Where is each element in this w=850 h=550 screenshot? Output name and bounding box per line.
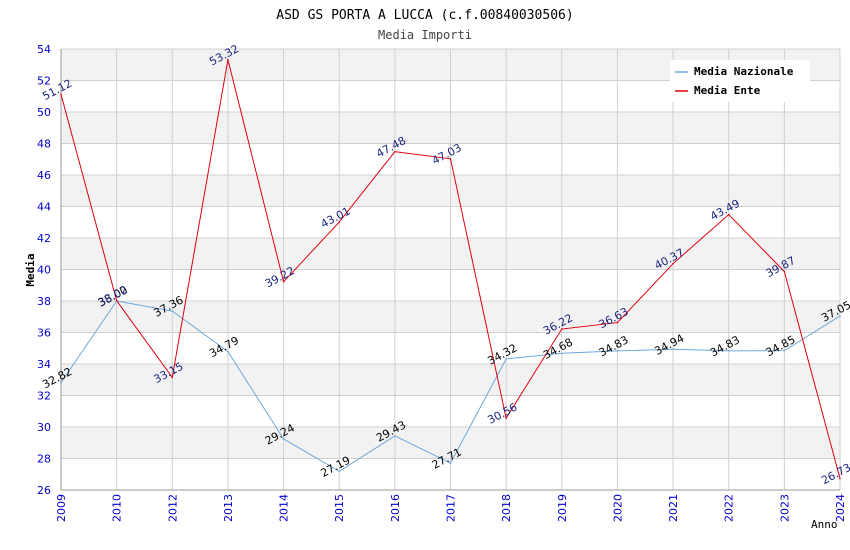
data-label: 30.56 — [485, 401, 519, 427]
data-point — [338, 470, 341, 473]
x-tick-label: 2024 — [834, 494, 847, 522]
x-tick-label: 2016 — [389, 494, 402, 522]
x-tick-label: 2023 — [778, 494, 791, 522]
data-point — [672, 348, 674, 350]
data-label: 34.79 — [207, 334, 241, 360]
data-point — [839, 315, 841, 317]
chart-title: ASD GS PORTA A LUCCA (c.f.00840030506) — [276, 8, 573, 23]
y-tick-label: 44 — [37, 201, 51, 214]
axes — [60, 49, 840, 491]
x-tick-label: 2022 — [723, 494, 736, 522]
y-axis-label: Media — [24, 253, 37, 286]
data-label: 34.94 — [652, 332, 686, 358]
legend-label-media-nazionale: Media Nazionale — [694, 65, 794, 78]
x-tick-label: 2013 — [222, 494, 235, 522]
x-tick-labels: 2009 2010 2012 2013 2014 2015 2016 2017 2018 2019… — [55, 494, 847, 522]
x-tick-label: 2018 — [500, 494, 513, 522]
y-tick-label: 28 — [37, 453, 51, 466]
data-point — [560, 328, 563, 330]
y-tick-label: 54 — [37, 43, 51, 56]
data-label: 34.85 — [764, 333, 798, 359]
data-point — [505, 417, 507, 419]
data-point — [282, 280, 285, 283]
legend-box — [670, 60, 810, 102]
data-label: 47.03 — [430, 141, 464, 167]
data-point — [338, 221, 341, 223]
legend: Media Nazionale Media Ente — [670, 60, 810, 102]
y-tick-label: 42 — [37, 232, 51, 245]
data-point — [394, 435, 396, 437]
y-tick-label: 34 — [37, 358, 51, 371]
data-point — [227, 350, 229, 353]
data-point — [783, 270, 786, 273]
data-point — [171, 310, 174, 312]
y-tick-label: 26 — [37, 484, 51, 497]
x-axis-label: Anno — [811, 518, 838, 531]
y-tick-label: 46 — [37, 169, 51, 182]
y-tick-label: 40 — [37, 264, 51, 277]
y-tick-label: 32 — [37, 390, 51, 403]
legend-label-media-ente: Media Ente — [694, 84, 761, 97]
data-point — [115, 299, 118, 302]
series-lines — [60, 58, 841, 480]
x-tick-label: 2017 — [445, 494, 458, 522]
x-tick-label: 2014 — [278, 494, 291, 522]
y-tick-label: 52 — [37, 75, 51, 88]
data-point — [672, 262, 674, 265]
data-point — [449, 462, 452, 464]
data-point — [783, 349, 786, 352]
x-tick-label: 2021 — [667, 494, 680, 522]
data-point — [727, 350, 730, 352]
data-label: 34.83 — [708, 333, 742, 359]
x-tick-label: 2015 — [333, 494, 346, 522]
data-label: 34.83 — [597, 333, 631, 359]
data-label: 26.73 — [819, 461, 850, 487]
x-tick-label: 2020 — [611, 494, 624, 522]
data-point — [560, 352, 563, 355]
y-tick-label: 30 — [37, 421, 51, 434]
y-tick-label: 50 — [37, 106, 51, 119]
y-tick-label: 48 — [37, 138, 51, 151]
y-tick-label: 38 — [37, 295, 51, 308]
data-point — [171, 376, 174, 379]
data-point — [449, 157, 452, 160]
data-point — [616, 350, 619, 352]
x-tick-label: 2010 — [111, 494, 124, 522]
x-tick-label: 2009 — [55, 494, 68, 522]
data-point — [60, 93, 62, 96]
data-point — [282, 438, 285, 440]
data-point — [505, 358, 507, 360]
chart-subtitle: Media Importi — [378, 28, 472, 42]
data-point — [394, 150, 396, 153]
data-point — [727, 213, 730, 216]
x-tick-label: 2019 — [556, 494, 569, 522]
y-tick-label: 36 — [37, 327, 51, 340]
data-point — [616, 321, 619, 324]
y-tick-labels: 26 28 30 32 34 36 38 40 42 44 46 48 50 52 54 — [37, 43, 51, 497]
data-label: 34.68 — [541, 336, 575, 362]
data-point — [839, 477, 841, 480]
data-point — [60, 381, 62, 384]
x-tick-label: 2012 — [166, 494, 179, 522]
data-point — [227, 58, 229, 61]
